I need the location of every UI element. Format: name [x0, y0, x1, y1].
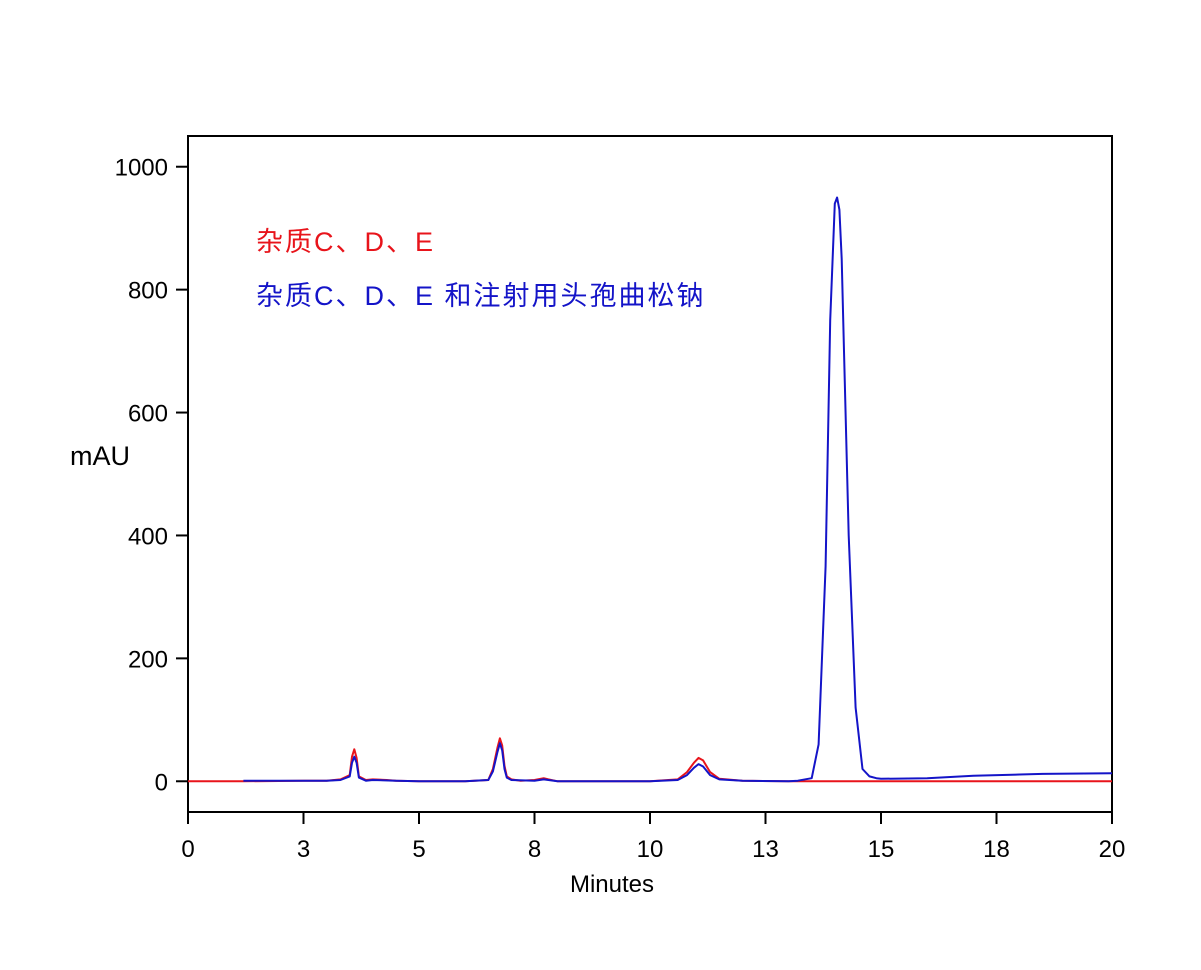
y-tick-label: 200	[128, 646, 168, 673]
x-tick-label: 18	[983, 836, 1010, 863]
y-tick-label: 800	[128, 278, 168, 305]
x-tick-label: 13	[752, 836, 779, 863]
legend-entry-1: 杂质C、D、E	[256, 227, 435, 257]
y-tick-label: 400	[128, 523, 168, 550]
x-tick-label: 0	[181, 836, 194, 863]
legend: 杂质C、D、E 杂质C、D、E 和注射用头孢曲松钠	[256, 227, 706, 311]
x-tick-label: 3	[297, 836, 310, 863]
y-tick-label: 600	[128, 401, 168, 428]
x-tick-label: 15	[868, 836, 895, 863]
y-axis-title: mAU	[70, 441, 130, 471]
x-tick-label: 10	[637, 836, 664, 863]
x-tick-label: 8	[528, 836, 541, 863]
y-tick-label: 0	[155, 769, 168, 796]
y-tick-label: 1000	[115, 155, 168, 182]
y-axis: 0 200 400 600 800 1000	[115, 155, 188, 796]
series-line-2	[243, 196, 1113, 783]
x-tick-label: 20	[1099, 836, 1126, 863]
series-layer	[188, 196, 1113, 783]
x-axis: 0 3 5 8 10 13 15 18 20	[181, 812, 1125, 863]
x-axis-title: Minutes	[570, 871, 654, 898]
x-tick-label: 5	[412, 836, 425, 863]
legend-entry-2: 杂质C、D、E 和注射用头孢曲松钠	[256, 281, 706, 311]
